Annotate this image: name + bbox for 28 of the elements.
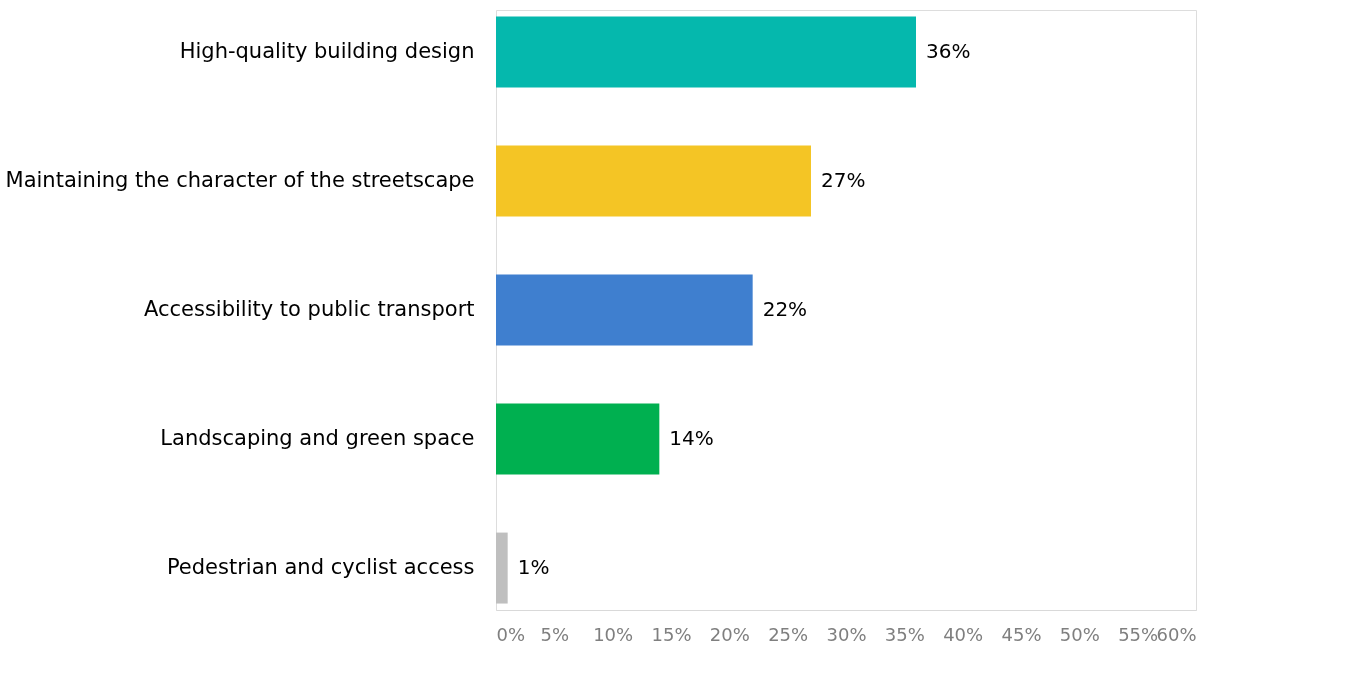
- x-tick-label: 5%: [540, 623, 570, 645]
- data-label: 1%: [517, 555, 550, 580]
- y-tick-label: Pedestrian and cyclist access: [166, 555, 475, 580]
- bar: [496, 274, 753, 346]
- x-tick-label: 15%: [651, 623, 692, 645]
- x-tick-label: 40%: [943, 623, 984, 645]
- bar: [496, 532, 508, 604]
- y-tick-label: High-quality building design: [179, 38, 475, 63]
- x-tick-label: 55%: [1118, 623, 1159, 645]
- x-tick-label: 60%: [1156, 623, 1197, 645]
- bar: [496, 145, 811, 217]
- x-tick-label: 45%: [1001, 623, 1042, 645]
- x-tick-label: 35%: [884, 623, 925, 645]
- x-tick-label: 50%: [1059, 623, 1100, 645]
- y-tick-label: Maintaining the character of the streetscape: [5, 167, 475, 192]
- data-label: 27%: [821, 167, 866, 192]
- bar: [496, 16, 916, 88]
- y-tick-label: Landscaping and green space: [160, 426, 475, 451]
- data-label: 36%: [926, 38, 971, 63]
- data-label: 22%: [762, 297, 808, 321]
- data-label: 14%: [669, 426, 714, 451]
- y-tick-label: Accessibility to public transport: [143, 297, 475, 321]
- x-tick-label: 0%: [496, 623, 526, 645]
- x-tick-label: 25%: [768, 623, 809, 645]
- bar: [496, 403, 660, 475]
- x-tick-label: 20%: [709, 623, 750, 645]
- x-tick-label: 30%: [826, 623, 867, 645]
- x-tick-label: 10%: [593, 623, 634, 645]
